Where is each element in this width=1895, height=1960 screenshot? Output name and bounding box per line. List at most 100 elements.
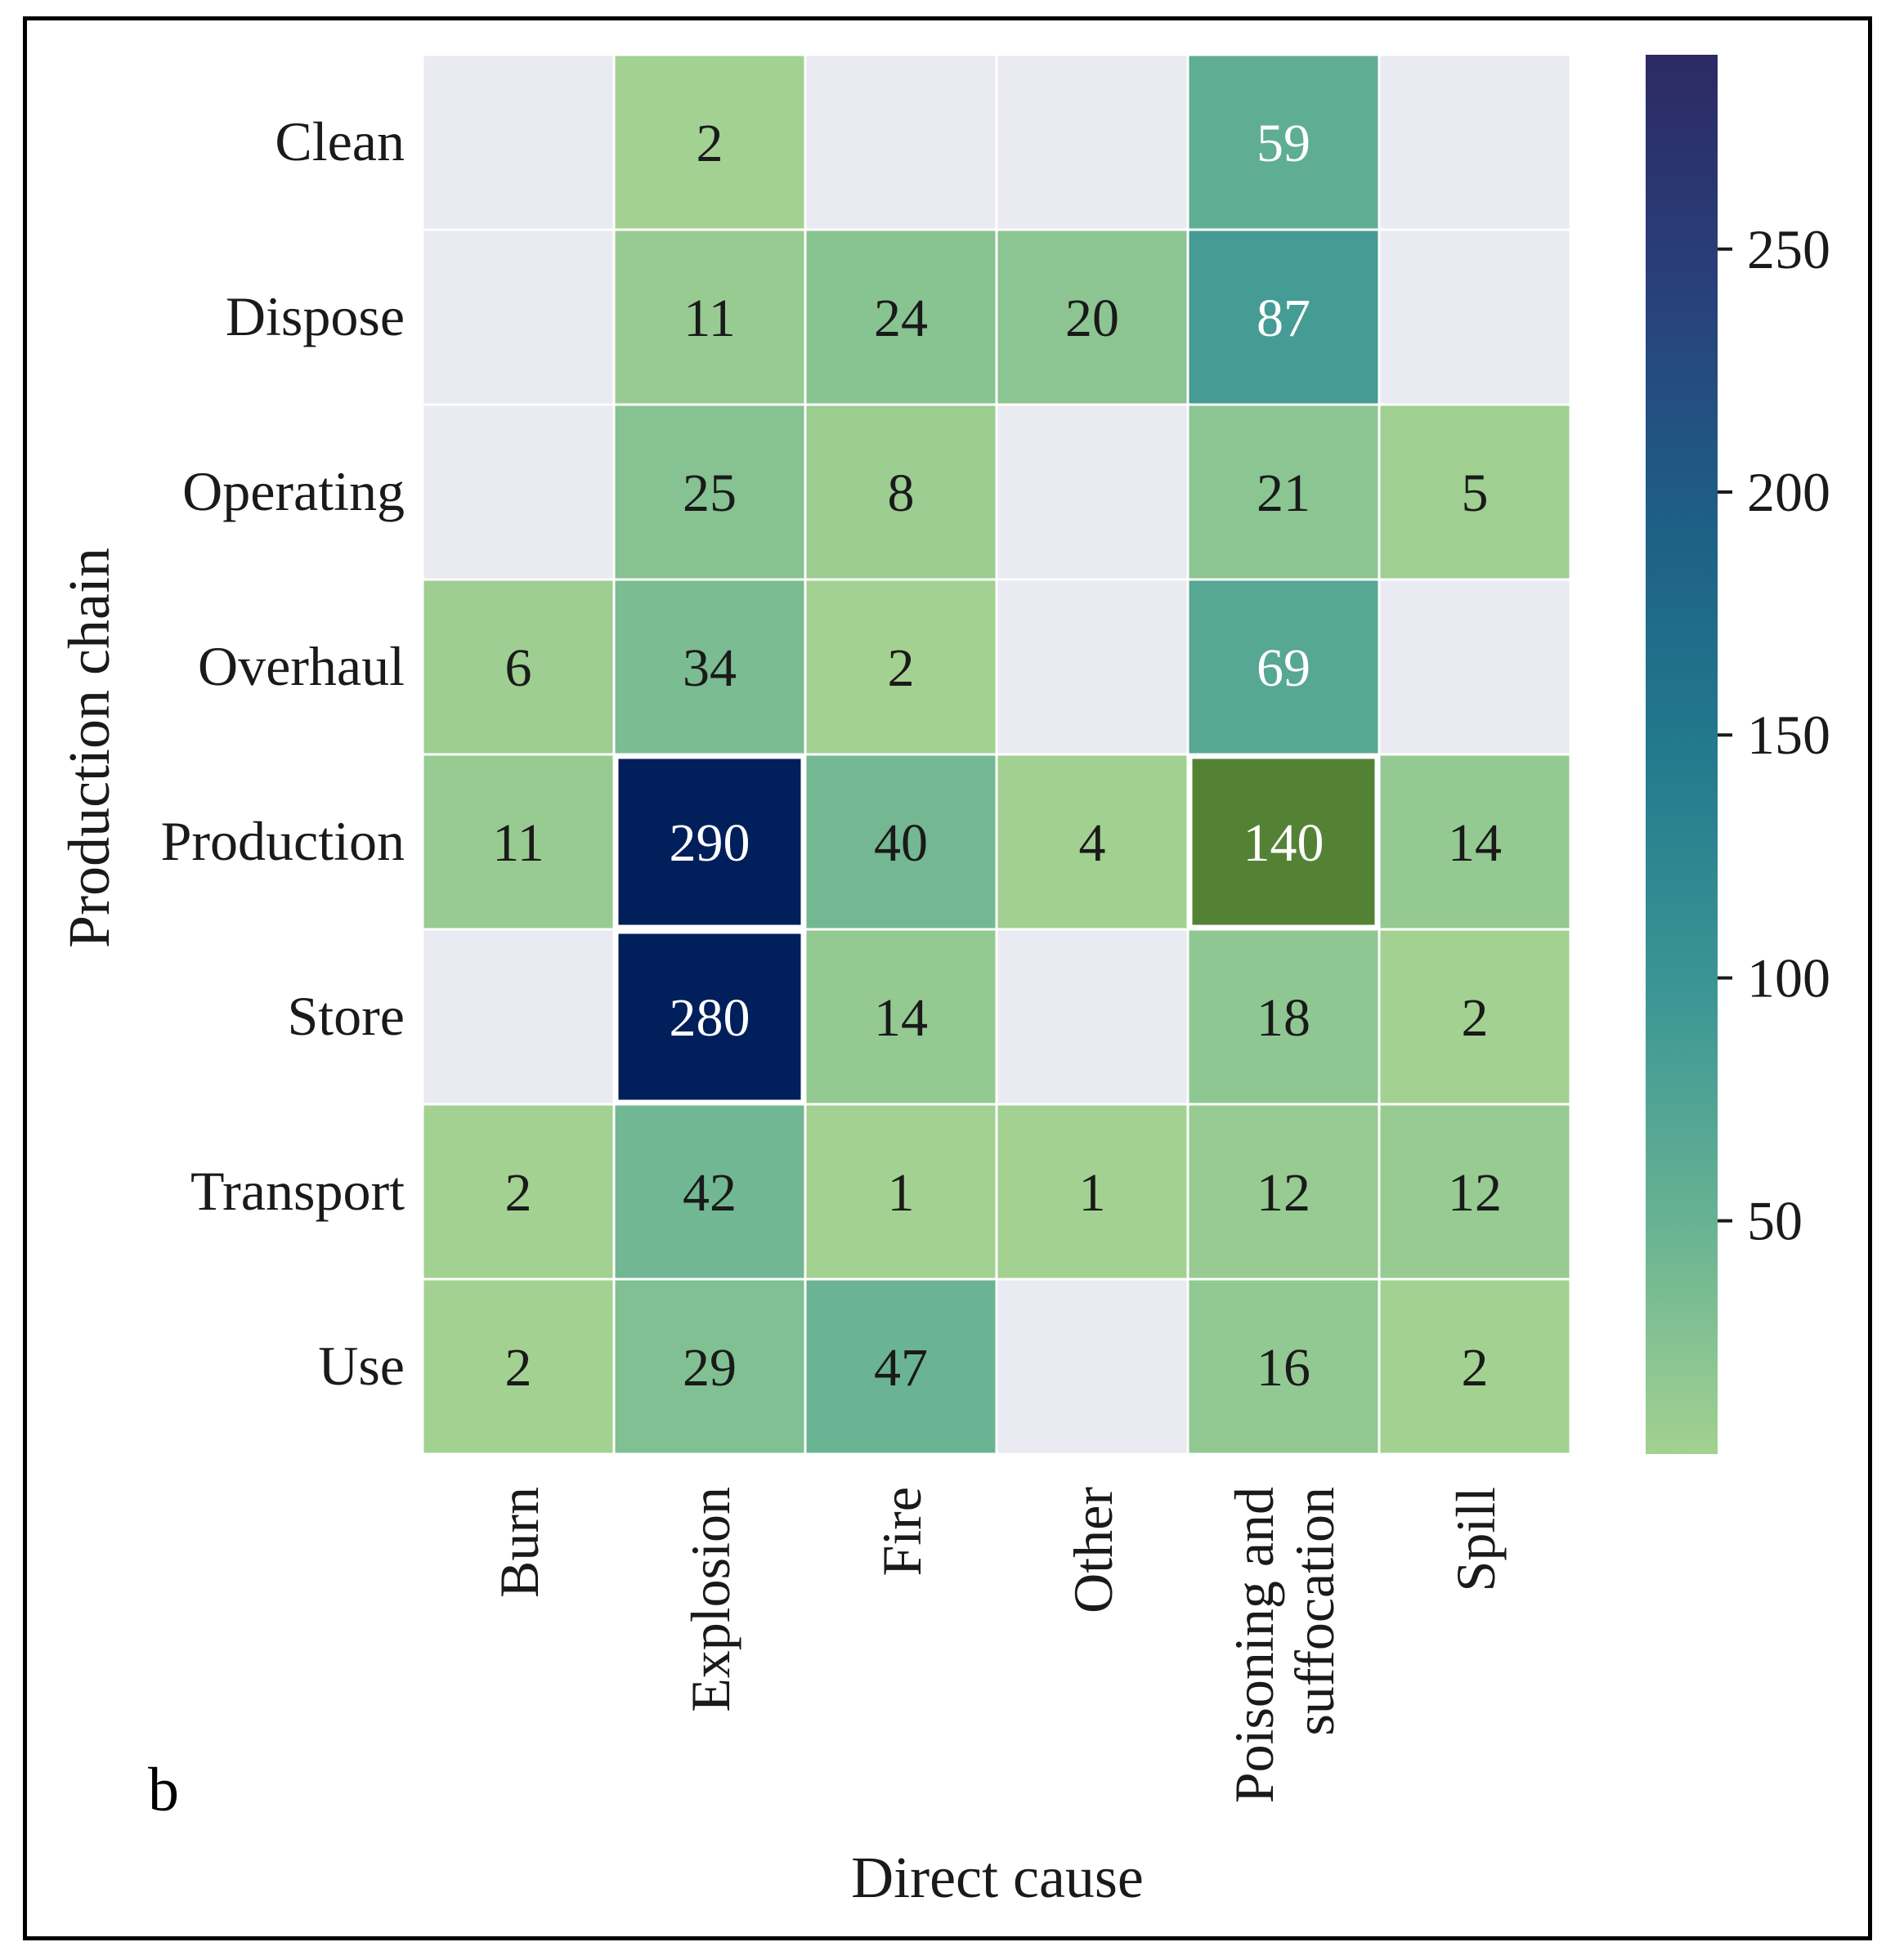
- heatmap-cell: [804, 578, 998, 756]
- cell-value-label: 69: [1257, 638, 1310, 698]
- heatmap-cell: [1378, 1278, 1572, 1456]
- highlight-borders: [614, 754, 1379, 1104]
- cell-value-label: 40: [874, 813, 928, 873]
- cell-value-label: 12: [1257, 1163, 1310, 1223]
- heatmap-cell: [804, 53, 998, 231]
- cell-value-label: 2: [1462, 988, 1489, 1048]
- heatmap-cell: [1378, 1103, 1572, 1281]
- heatmap-cell: [1186, 1103, 1381, 1281]
- cell-value-label: 11: [492, 813, 544, 873]
- cell-value-label: 1: [1079, 1163, 1106, 1223]
- figure-frame: 2 59 11 24 20 87 25 8 21 5 6 34 2 69 11 290 40 4 140 14 280 1…: [23, 16, 1872, 1940]
- x-tick-label: Burn: [488, 1487, 550, 1598]
- heatmap-cell: [1186, 928, 1381, 1106]
- heatmap-cell: [995, 928, 1189, 1106]
- cell-value-label: 25: [683, 463, 737, 523]
- heatmap-cell: [804, 403, 998, 581]
- heatmap-cell: [612, 753, 807, 931]
- heatmap-cell: [612, 53, 807, 231]
- x-tick-label: Poisoning and: [1223, 1487, 1285, 1803]
- cell-value-label: 16: [1257, 1338, 1310, 1398]
- heatmap-cell: [421, 1278, 616, 1456]
- heatmap-cell: [1186, 1278, 1381, 1456]
- highlight-border: [614, 754, 805, 929]
- cell-value-label: 140: [1243, 813, 1324, 873]
- cell-value-label: 87: [1257, 289, 1310, 348]
- heatmap-cell: [421, 228, 616, 406]
- cell-value-label: 21: [1257, 463, 1310, 523]
- heatmap-cell: [1186, 53, 1381, 231]
- cell-value-label: 59: [1257, 114, 1310, 173]
- heatmap-cell: [421, 53, 616, 231]
- heatmap-cell: [1186, 753, 1381, 931]
- heatmap-cell: [612, 228, 807, 406]
- cell-value-label: 20: [1065, 289, 1119, 348]
- heatmap-cell: [421, 1103, 616, 1281]
- colorbar-tick-label: 50: [1747, 1190, 1803, 1252]
- heatmap-cell: [1378, 53, 1572, 231]
- heatmap-cell: [1378, 228, 1572, 406]
- cell-value-label: 14: [1448, 813, 1502, 873]
- y-tick-label: Production: [161, 810, 405, 872]
- x-tick-label: Spill: [1445, 1487, 1507, 1592]
- heatmap-cell: [804, 753, 998, 931]
- cell-value-label: 2: [1462, 1338, 1489, 1398]
- y-axis-title: Production chain: [56, 548, 122, 948]
- cell-value-label: 2: [505, 1163, 532, 1223]
- x-tick-label: Explosion: [679, 1487, 741, 1712]
- cell-value-label: 2: [505, 1338, 532, 1398]
- cell-value-label: 11: [683, 289, 736, 348]
- colorbar-tick-label: 200: [1747, 461, 1830, 523]
- cell-value-label: 5: [1462, 463, 1489, 523]
- y-tick-label: Clean: [275, 110, 405, 172]
- cell-value-label: 1: [888, 1163, 915, 1223]
- heatmap-cell: [995, 53, 1189, 231]
- heatmap-cell: [995, 578, 1189, 756]
- cell-value-label: 24: [874, 289, 928, 348]
- heatmap-cell: [804, 1103, 998, 1281]
- colorbar-tick-label: 100: [1747, 946, 1830, 1009]
- cell-value-label: 29: [683, 1338, 737, 1398]
- heatmap-cell: [995, 403, 1189, 581]
- colorbar-tick-label: 150: [1747, 704, 1830, 766]
- heatmap-cell: [1378, 928, 1572, 1106]
- cell-value-label: 2: [697, 114, 724, 173]
- y-tick-label: Operating: [182, 460, 405, 522]
- x-axis-tick-labels: Burn Explosion Fire Other Poisoning andsuffo…: [488, 1487, 1507, 1804]
- heatmap-cell: [1378, 403, 1572, 581]
- heatmap-cell: [1378, 753, 1572, 931]
- highlight-border: [1188, 754, 1379, 929]
- heatmap-cell: [995, 228, 1189, 406]
- heatmap-cell: [612, 578, 807, 756]
- heatmap-cell: [1186, 228, 1381, 406]
- highlight-border: [614, 929, 805, 1104]
- cell-value-label: 2: [888, 638, 915, 698]
- heatmap-cell: [995, 1103, 1189, 1281]
- heatmap-cell: [421, 928, 616, 1106]
- colorbar: 50 100 150 200 250: [1646, 55, 1830, 1454]
- cell-value-label: 34: [683, 638, 737, 698]
- heatmap-cell: [1186, 578, 1381, 756]
- heatmap-cell: [995, 753, 1189, 931]
- cell-value-label: 290: [670, 813, 750, 873]
- x-tick-label: Fire: [871, 1487, 933, 1577]
- cell-value-label: 42: [683, 1163, 737, 1223]
- heatmap-cell: [421, 403, 616, 581]
- y-tick-label: Use: [318, 1335, 405, 1397]
- heatmap-cells: [421, 53, 1572, 1456]
- heatmap-cell: [995, 1278, 1189, 1456]
- panel-label: b: [148, 1756, 179, 1824]
- heatmap-cell: [1378, 578, 1572, 756]
- heatmap-cell: [804, 928, 998, 1106]
- cell-value-label: 12: [1448, 1163, 1502, 1223]
- cell-value-label: 4: [1079, 813, 1106, 873]
- cell-value-label: 47: [874, 1338, 928, 1398]
- y-tick-label: Store: [287, 985, 405, 1047]
- colorbar-tick-label: 250: [1747, 218, 1830, 280]
- x-tick-label: Other: [1062, 1487, 1124, 1613]
- x-tick-label: suffocation: [1283, 1487, 1346, 1736]
- cell-value-label: 14: [874, 988, 928, 1048]
- heatmap-cell: [804, 228, 998, 406]
- y-tick-label: Dispose: [226, 285, 405, 347]
